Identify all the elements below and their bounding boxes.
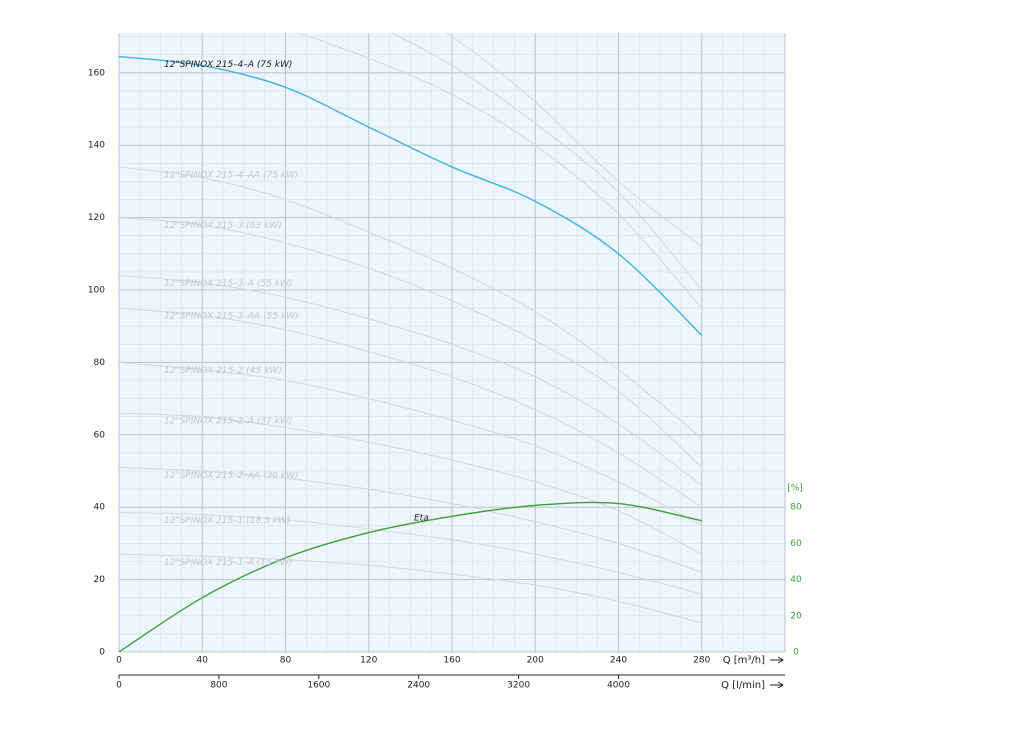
curve-label: 12"SPINOX 215–2–A (37 kW) [164, 417, 292, 427]
y-tick-label: 40 [94, 503, 106, 513]
curve-label: 12"SPINOX 215–3–AA (55 kW) [164, 312, 299, 322]
curve-label: 12"SPINOX 215–1 (18,5 kW) [164, 516, 290, 526]
x2-tick-label: 1600 [307, 681, 330, 691]
curve [119, 307, 703, 508]
x2-tick-label: 4000 [607, 681, 630, 691]
y2-axis-label: [%] [787, 484, 803, 494]
x-tick-label: 80 [280, 656, 292, 666]
curve [119, 512, 702, 595]
curve [119, 412, 702, 555]
curve-label: 12"SPINOX 215–4–A (75 kW) [164, 60, 292, 70]
y-tick-label: 0 [99, 648, 105, 658]
arrow [770, 656, 784, 664]
curve [390, 33, 703, 291]
x-tick-label: 240 [610, 656, 627, 666]
curve [445, 33, 703, 247]
y-tick-label: 60 [94, 430, 106, 440]
curve [119, 501, 702, 652]
curves [119, 33, 703, 652]
curve-label: 12"SPINOX 215–2–AA (30 kW) [164, 471, 299, 481]
curve [119, 361, 702, 526]
curve [119, 553, 702, 624]
curve-label: 12"SPINOX 215–3–A (55 kW) [164, 279, 292, 289]
x-tick-label: 40 [197, 656, 209, 666]
y-tick-label: 80 [94, 358, 106, 368]
y2-tick-label: 40 [790, 575, 802, 585]
x-tick-label: 160 [443, 656, 460, 666]
y-tick-label: 120 [88, 213, 105, 223]
curve-label: Eta [414, 514, 429, 524]
axes: 0 40 80 120 160 200 240 28002040608010012014016… [88, 60, 803, 691]
x-tick-label: 280 [693, 656, 710, 666]
x-tick-label: 0 [116, 656, 122, 666]
y-tick-label: 100 [88, 286, 105, 296]
y2-tick-label: 20 [790, 611, 802, 621]
curve [119, 275, 703, 486]
curve [119, 466, 702, 573]
x-tick-label: 200 [527, 656, 544, 666]
curve-label: 12"SPINOX 215–1–A (15 kW) [164, 558, 292, 568]
y-tick-label: 20 [94, 575, 106, 585]
y2-tick-label: 80 [790, 503, 802, 513]
y-tick-label: 160 [88, 68, 105, 78]
curve-label: 12"SPINOX 215–2 (45 kW) [164, 366, 282, 376]
y2-tick-label: 0 [793, 648, 799, 658]
curve [119, 166, 703, 439]
y-tick-label: 140 [88, 141, 105, 151]
x2-tick-label: 800 [210, 681, 227, 691]
y2-tick-label: 60 [790, 539, 802, 549]
x2-tick-label: 3200 [507, 681, 530, 691]
x-tick-label: 120 [360, 656, 377, 666]
x2-axis-label: Q [l/min] [721, 680, 765, 691]
arrow [770, 681, 784, 689]
x-axis-label: Q [m³/h] [723, 655, 765, 666]
curve [119, 55, 703, 336]
x2-tick-label: 2400 [407, 681, 430, 691]
x2-tick-label: 0 [116, 681, 122, 691]
curve-label: 12"SPINOX 215–4–AA (75 kW) [164, 170, 299, 180]
curve-label: 12"SPINOX 215–3 (63 kW) [164, 221, 282, 231]
curve [296, 33, 703, 309]
curve [119, 217, 703, 468]
